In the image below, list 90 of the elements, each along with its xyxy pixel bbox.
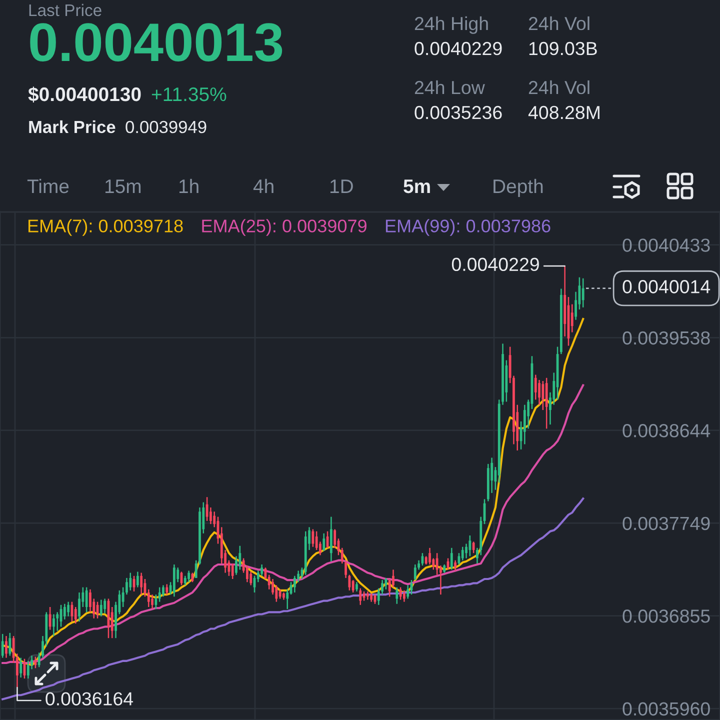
candlestick	[542, 380, 544, 411]
text: 0.0035236	[414, 106, 502, 120]
candlestick	[406, 584, 410, 600]
candlestick	[74, 606, 77, 624]
candlestick	[209, 506, 212, 525]
candlestick	[322, 532, 326, 552]
candlestick	[129, 572, 132, 592]
text: Depth	[494, 178, 543, 198]
candlestick	[20, 657, 22, 678]
candlestick	[465, 543, 468, 559]
candlestick	[1, 633, 4, 658]
text: 4h	[253, 178, 274, 193]
text: 1h	[179, 178, 198, 193]
candlestick	[235, 556, 238, 576]
candlestick	[312, 528, 314, 548]
text: Mark Price	[29, 120, 116, 134]
candlestick	[352, 579, 354, 594]
candlestick	[278, 588, 282, 600]
candlestick	[334, 528, 336, 549]
candlestick	[63, 603, 66, 620]
candlestick	[450, 547, 453, 570]
candlestick	[151, 594, 154, 610]
candlestick	[428, 547, 431, 566]
text: EMA(99): 0.0037986	[386, 219, 550, 236]
candlestick	[231, 562, 234, 580]
text: 24h Low	[414, 80, 485, 94]
candlestick	[468, 534, 472, 557]
text: 0.0040014	[622, 280, 710, 294]
y-tick-label: 0.0037749	[622, 516, 710, 530]
candlestick	[359, 588, 362, 606]
y-tick-label: 0.0038644	[622, 424, 710, 438]
text: Time	[27, 178, 69, 194]
candlestick	[538, 379, 540, 406]
text: 24h Vol	[528, 16, 590, 30]
y-tick-label: 0.0039538	[622, 331, 710, 345]
y-tick-label: 0.0036855	[622, 610, 710, 623]
candlestick	[356, 581, 358, 592]
candlestick	[100, 599, 102, 617]
candlestick	[582, 278, 584, 308]
candlestick	[472, 541, 475, 554]
candlestick	[191, 572, 194, 583]
text: 24h Vol	[528, 80, 590, 94]
candlestick	[166, 584, 168, 596]
candlestick	[330, 516, 332, 562]
text: 0.0039949	[126, 120, 206, 134]
text: 109.03B	[529, 42, 597, 56]
candlestick	[396, 586, 398, 605]
chart-title: 0.0040013	[30, 23, 282, 62]
candlestick	[188, 570, 190, 583]
candlestick	[85, 586, 88, 613]
text: 0.0040229	[414, 42, 502, 56]
candlestick	[545, 377, 548, 430]
candlestick	[52, 614, 55, 637]
candlestick	[414, 564, 416, 581]
candlestick	[162, 584, 164, 598]
candlestick	[67, 601, 70, 617]
candlestick	[246, 564, 248, 583]
text: EMA(7): 0.0039718	[28, 219, 183, 236]
candlestick	[315, 530, 318, 551]
candlestick	[34, 656, 37, 669]
candlestick	[286, 588, 289, 610]
candlestick	[8, 632, 12, 656]
text: 15m	[105, 180, 141, 194]
annotation: 0.0040229	[452, 258, 539, 272]
candlestick	[48, 606, 52, 630]
candlestick	[158, 586, 161, 602]
text: Last Price	[29, 4, 102, 16]
text: +11.35%	[152, 87, 226, 102]
text: 408.28M	[528, 106, 600, 120]
candlestick	[154, 594, 158, 610]
candlestick	[78, 592, 80, 622]
candlestick	[140, 572, 143, 596]
candlestick	[104, 598, 106, 614]
text: $0.00400130	[28, 86, 141, 102]
text: 24h High	[414, 16, 488, 34]
text: 1D	[330, 180, 353, 193]
candlestick	[136, 571, 139, 588]
text: 5m	[404, 180, 430, 194]
candlestick	[392, 569, 394, 588]
text: EMA(25): 0.0039079	[202, 219, 366, 236]
candlestick	[421, 552, 424, 566]
candlestick	[454, 560, 457, 572]
candlestick	[272, 578, 274, 596]
candlestick	[16, 653, 18, 688]
annotation: 0.0036164	[46, 692, 134, 706]
y-tick-label: 0.0040433	[622, 238, 710, 252]
candlestick	[5, 635, 8, 658]
candlestick	[402, 590, 406, 602]
y-tick-label: 0.0035960	[622, 702, 710, 716]
candlestick	[461, 546, 464, 561]
